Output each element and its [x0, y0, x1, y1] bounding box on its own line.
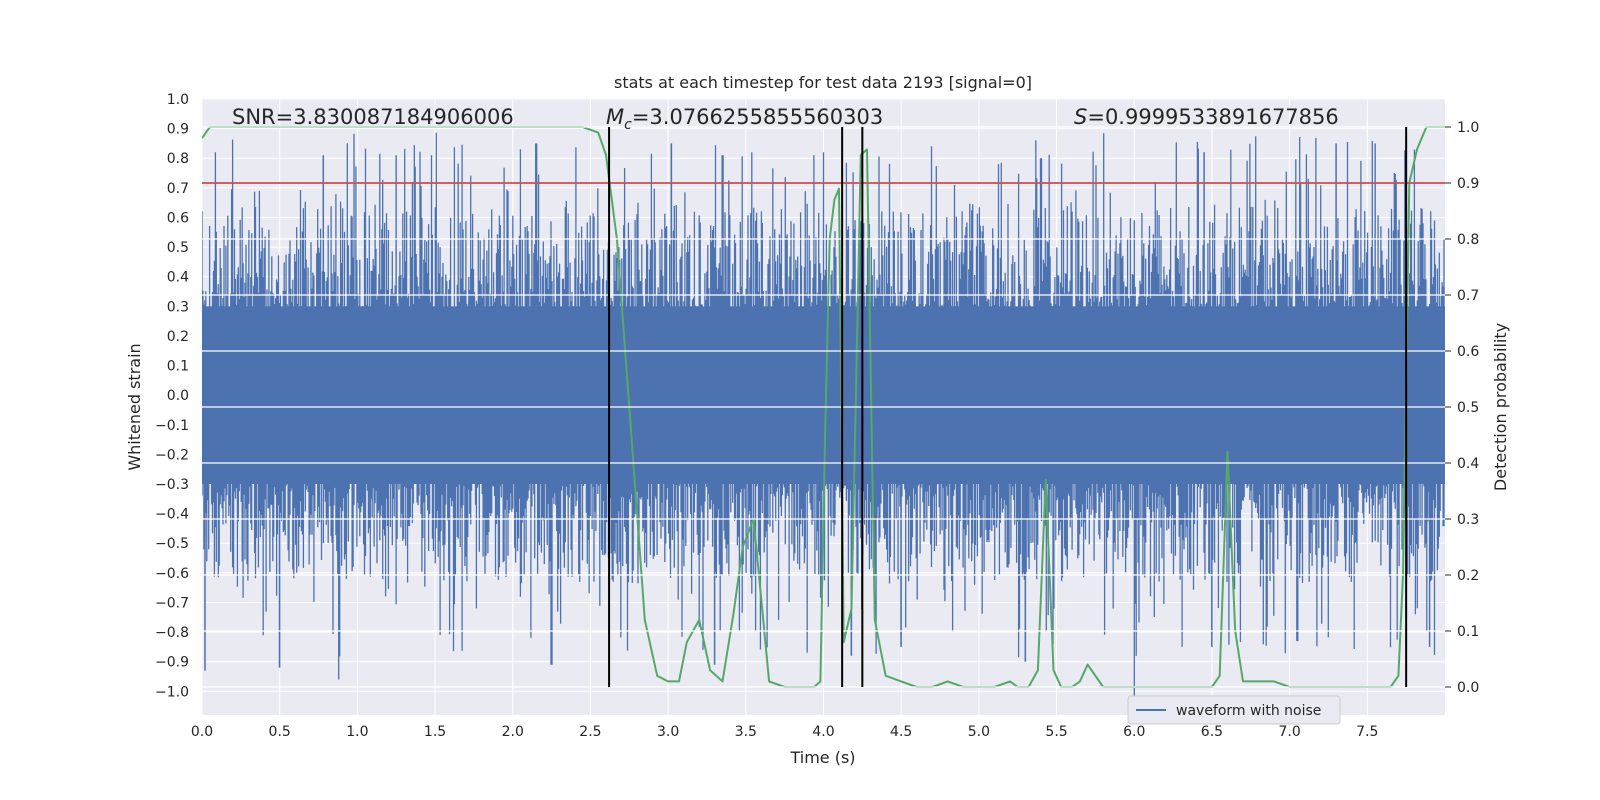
y-tick-label: −0.2 — [155, 447, 189, 463]
y-tick-label: 0.8 — [167, 151, 189, 167]
x-tick-label: 6.0 — [1123, 724, 1145, 740]
s-annotation: S=0.9999533891677856 — [1074, 105, 1339, 129]
y2-tick-label: 0.2 — [1457, 568, 1479, 584]
y-tick-label: 0.1 — [167, 359, 189, 375]
x-tick-label: 1.0 — [346, 724, 368, 740]
y-axis-ticks: 1.0 0.9 0.8 0.7 0.6 0.5 0.4 0.3 0.2 0.1 0.0 −0.1 −0.… — [155, 92, 189, 700]
y-axis-label: Whitened strain — [125, 343, 144, 470]
legend: waveform with noise — [1127, 695, 1341, 725]
x-tick-label: 5.5 — [1045, 724, 1067, 740]
s-value: =0.9999533891677856 — [1087, 105, 1338, 129]
y-tick-label: 0.5 — [167, 240, 189, 256]
detection-probability-line — [202, 126, 1445, 688]
overlay-lines — [202, 126, 1445, 688]
y2-tick-label: 0.9 — [1457, 176, 1479, 192]
y2-axis-ticks: 1.0 0.9 0.8 0.7 0.6 0.5 0.4 0.3 0.2 0.1 0.0 — [1445, 120, 1479, 696]
x-tick-label: 0.0 — [191, 724, 213, 740]
y2-axis-label: Detection probability — [1491, 323, 1510, 491]
s-symbol: S — [1074, 105, 1087, 129]
waveform-series — [202, 132, 1445, 698]
y2-tick-label: 0.7 — [1457, 288, 1479, 304]
y-tick-label: −1.0 — [155, 684, 189, 700]
x-axis-ticks: 0.0 0.5 1.0 1.5 2.0 2.5 3.0 3.5 4.0 4.5 5.0 5.5 6.0 6… — [191, 724, 1379, 740]
x-axis-label: Time (s) — [789, 748, 855, 767]
x-tick-label: 3.5 — [735, 724, 757, 740]
x-tick-label: 0.5 — [269, 724, 291, 740]
y-tick-label: 0.7 — [167, 181, 189, 197]
detection-probability-series — [202, 126, 1445, 688]
y-tick-label: −0.3 — [155, 477, 189, 493]
y-tick-label: −0.6 — [155, 566, 189, 582]
x-tick-label: 2.5 — [579, 724, 601, 740]
legend-box — [1127, 695, 1341, 725]
y2-tick-label: 0.4 — [1457, 456, 1479, 472]
y-tick-label: 0.0 — [167, 388, 189, 404]
y-tick-label: 0.6 — [167, 210, 189, 226]
mc-annotation: Mc=3.0766255855560303 — [606, 105, 883, 133]
mc-value: =3.0766255855560303 — [632, 105, 883, 129]
y-tick-label: 0.2 — [167, 329, 189, 345]
y-tick-label: −0.5 — [155, 536, 189, 552]
x-tick-label: 6.5 — [1201, 724, 1223, 740]
y2-tick-label: 0.6 — [1457, 344, 1479, 360]
y-tick-label: −0.1 — [155, 418, 189, 434]
y-tick-label: 1.0 — [167, 92, 189, 108]
y-tick-label: 0.3 — [167, 299, 189, 315]
y2-tick-label: 1.0 — [1457, 120, 1479, 136]
y2-tick-label: 0.5 — [1457, 400, 1479, 416]
x-tick-label: 7.0 — [1278, 724, 1300, 740]
legend-label: waveform with noise — [1176, 703, 1321, 719]
y2-tick-label: 0.8 — [1457, 232, 1479, 248]
x-tick-label: 1.5 — [424, 724, 446, 740]
snr-annotation: SNR=3.830087184906006 — [232, 105, 514, 129]
y2-tick-label: 0.0 — [1457, 680, 1479, 696]
x-tick-label: 5.0 — [968, 724, 990, 740]
y-tick-label: 0.9 — [167, 122, 189, 138]
x-tick-label: 7.5 — [1356, 724, 1378, 740]
x-tick-label: 4.0 — [812, 724, 834, 740]
y-tick-label: −0.4 — [155, 507, 189, 523]
x-tick-label: 3.0 — [657, 724, 679, 740]
y-tick-label: 0.4 — [167, 270, 189, 286]
y-tick-label: −0.9 — [155, 655, 189, 671]
chart-title: stats at each timestep for test data 219… — [614, 73, 1032, 92]
mc-subscript: c — [624, 117, 632, 133]
mc-symbol: M — [606, 105, 624, 129]
x-tick-label: 2.0 — [502, 724, 524, 740]
y-tick-label: −0.8 — [155, 625, 189, 641]
y2-tick-label: 0.3 — [1457, 512, 1479, 528]
x-tick-label: 4.5 — [890, 724, 912, 740]
y-tick-label: −0.7 — [155, 595, 189, 611]
y2-tick-label: 0.1 — [1457, 624, 1479, 640]
waveform-line — [202, 132, 1445, 698]
